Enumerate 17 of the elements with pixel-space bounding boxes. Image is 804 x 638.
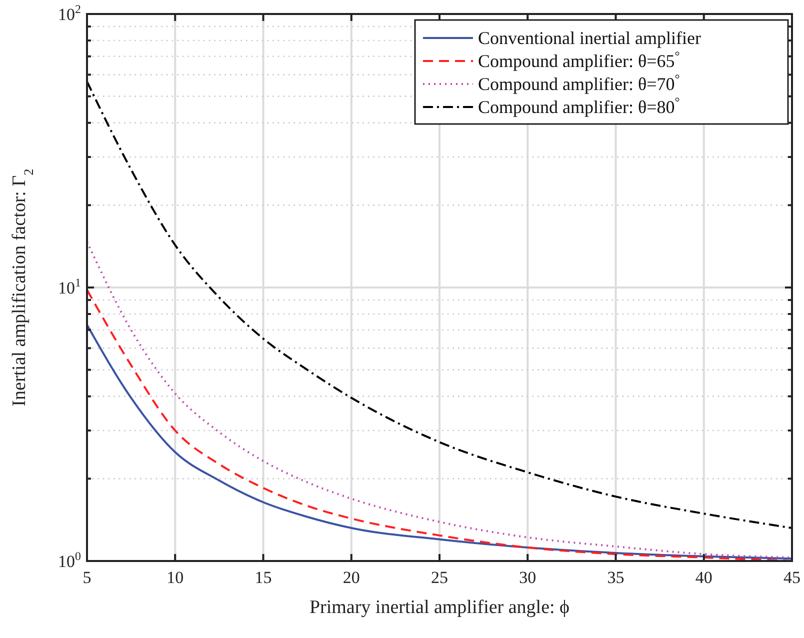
legend-label: Conventional inertial amplifier: [478, 28, 701, 48]
x-tick-label: 20: [342, 568, 360, 587]
x-tick-label: 45: [784, 568, 800, 587]
x-tick-label: 35: [607, 568, 624, 587]
legend-label: Compound amplifier: θ=70$^{°}$: [478, 72, 680, 94]
legend-label: Compound amplifier: θ=65$^{°}$: [478, 49, 680, 71]
x-tick-label: 25: [431, 568, 448, 587]
x-tick-label: 5: [82, 568, 92, 587]
x-tick-label: 10: [166, 568, 184, 587]
x-tick-label: 30: [519, 568, 536, 587]
x-axis-title: Primary inertial amplifier angle: ϕ: [309, 597, 570, 618]
y-tick-label: 10$^{0}$: [58, 549, 82, 571]
y-tick-label: 10$^{1}$: [58, 276, 82, 298]
legend-label: Compound amplifier: θ=80$^{°}$: [478, 95, 680, 117]
x-tick-label: 15: [254, 568, 272, 587]
x-tick-label: 40: [695, 568, 712, 587]
y-tick-label: 10$^{2}$: [58, 2, 82, 24]
